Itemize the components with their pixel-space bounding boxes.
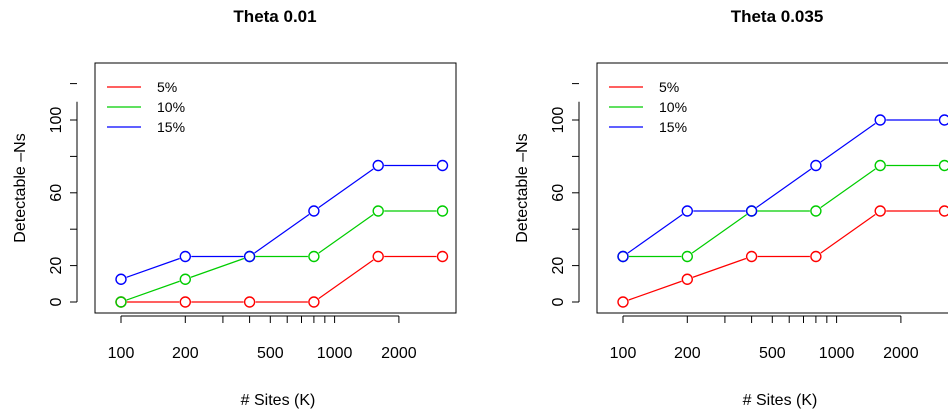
x-axis-label: # Sites (K)	[241, 392, 316, 409]
data-point	[745, 205, 758, 217]
y-axis-label: Detectable –Ns	[12, 133, 29, 242]
data-point	[115, 296, 127, 308]
data-point	[938, 114, 948, 126]
data-point	[938, 159, 948, 172]
data-point	[243, 250, 256, 263]
x-tick-label: 200	[674, 345, 701, 362]
data-point	[372, 250, 384, 263]
data-point	[308, 205, 320, 217]
y-tick-label: 60	[48, 184, 65, 202]
data-point	[681, 273, 693, 285]
data-point	[436, 205, 449, 217]
x-tick-label: 1000	[819, 345, 855, 362]
x-axis-label: # Sites (K)	[743, 392, 818, 409]
data-point	[681, 250, 693, 263]
series-line-segment	[691, 213, 748, 254]
y-tick-label: 20	[550, 257, 567, 275]
plot-frame	[596, 62, 948, 314]
legend-label: 15%	[157, 119, 185, 135]
data-point	[372, 205, 384, 217]
series-line-segment	[628, 280, 682, 301]
data-point	[681, 205, 693, 217]
data-point	[874, 159, 886, 172]
series-line-segment	[820, 213, 876, 254]
data-point	[179, 273, 192, 285]
data-point	[617, 296, 629, 308]
legend-label: 5%	[157, 79, 177, 95]
chart-panel-1: Theta 0.01 0 20 60 100 Detectable –Ns 100 200 50…	[12, 7, 457, 409]
data-point	[810, 159, 822, 172]
data-point	[617, 250, 629, 263]
x-tick-label: 1000	[317, 345, 353, 362]
y-tick-label: 100	[48, 107, 65, 134]
chart-title: Theta 0.01	[233, 7, 316, 26]
data-point	[308, 250, 320, 263]
series-line-segment	[318, 213, 374, 254]
legend-label: 15%	[659, 119, 687, 135]
data-point	[745, 250, 758, 263]
data-point	[115, 273, 127, 285]
y-tick-label: 0	[48, 297, 65, 306]
series-line-segment	[254, 213, 310, 254]
series-group	[115, 159, 449, 308]
y-tick-label: 100	[550, 107, 567, 134]
y-tick-label: 20	[48, 257, 65, 275]
data-point	[308, 296, 320, 308]
data-point	[436, 250, 449, 263]
plot-frame	[94, 62, 457, 314]
chart-panel-2: Theta 0.035 0 20 60 100 Detectable –Ns 100 200 5…	[514, 7, 948, 409]
series-line-segment	[627, 213, 683, 254]
y-axis-label: Detectable –Ns	[514, 133, 531, 242]
y-tick-label: 0	[550, 297, 567, 306]
series-line-segment	[126, 257, 180, 278]
x-tick-label: 2000	[381, 345, 417, 362]
x-tick-label: 100	[610, 345, 637, 362]
chart-title: Theta 0.035	[731, 7, 824, 26]
series-line-segment	[756, 168, 812, 209]
series-line-segment	[126, 280, 180, 301]
series-line-segment	[692, 257, 747, 278]
x-tick-label: 500	[257, 345, 284, 362]
series-line-segment	[820, 122, 876, 163]
data-point	[810, 250, 822, 263]
data-point	[243, 296, 256, 308]
x-tick-label: 200	[172, 345, 199, 362]
legend-label: 10%	[157, 99, 185, 115]
data-point	[179, 250, 192, 263]
x-tick-label: 100	[108, 345, 135, 362]
data-point	[436, 159, 449, 172]
series-line-segment	[318, 259, 374, 300]
y-tick-label: 60	[550, 184, 567, 202]
x-tick-label: 2000	[883, 345, 919, 362]
x-tick-label: 500	[759, 345, 786, 362]
data-point	[874, 205, 886, 217]
series-line-segment	[190, 257, 245, 278]
data-point	[874, 114, 886, 126]
series-line-segment	[318, 168, 374, 209]
data-point	[372, 159, 384, 172]
series-group	[617, 114, 948, 308]
data-point	[179, 296, 192, 308]
data-point	[810, 205, 822, 217]
legend-label: 10%	[659, 99, 687, 115]
series-line-segment	[820, 168, 876, 209]
data-point	[938, 205, 948, 217]
legend-label: 5%	[659, 79, 679, 95]
